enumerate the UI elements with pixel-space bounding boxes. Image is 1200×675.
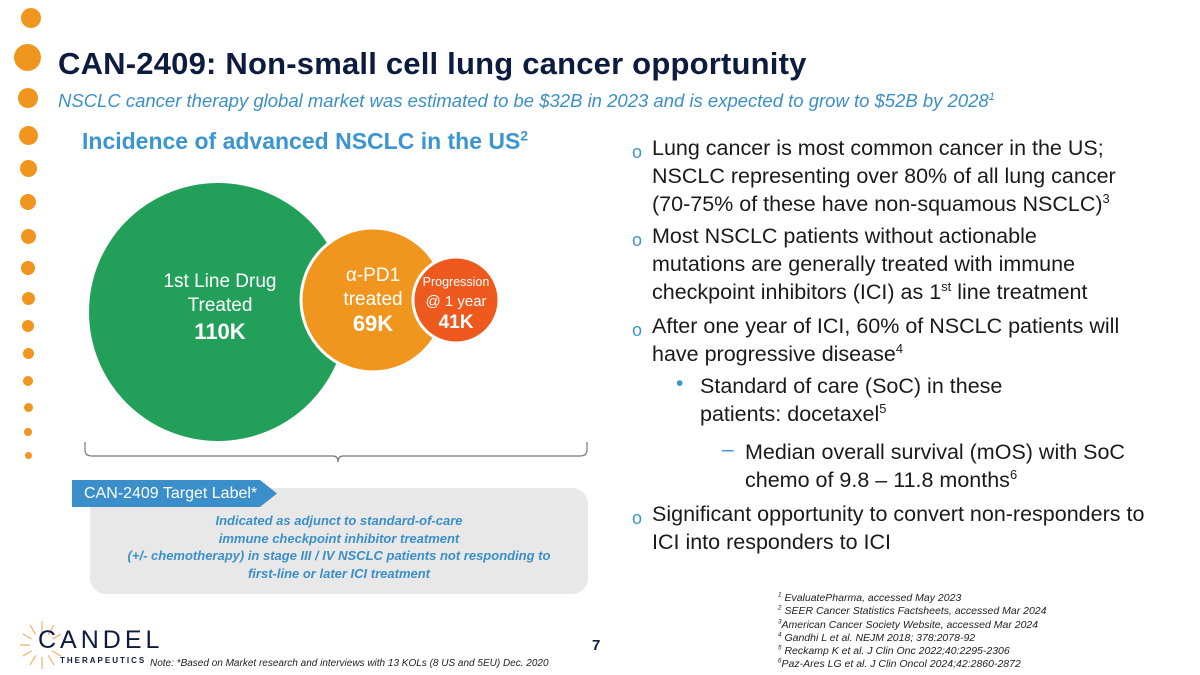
dot-icon <box>20 194 36 210</box>
sunburst-icon <box>20 621 62 669</box>
bullet-marker: o <box>632 142 643 162</box>
value: 69K <box>352 311 394 336</box>
bullet-text: Most NSCLC patients without actionable m… <box>652 224 1076 304</box>
dot-icon <box>18 88 38 108</box>
ref-number: 1 <box>778 591 782 599</box>
ref-number: 6 <box>778 657 782 665</box>
ref-number: 2 <box>778 604 782 612</box>
circle-first-line-label: 1st Line Drug Treated 110K <box>140 270 300 344</box>
brace <box>84 442 588 463</box>
subtitle-text: NSCLC cancer therapy global market was e… <box>58 90 989 111</box>
reference-item: 4 Gandhi L et al. NEJM 2018; 378:2078-92 <box>778 632 1046 645</box>
label-line: Treated <box>187 295 253 316</box>
ref-text: Reckamp K et al. J Clin Onc 2022;40:2295… <box>784 645 1010 658</box>
dot-icon <box>21 8 41 28</box>
dot-icon <box>21 261 35 275</box>
ref-text: Gandhi L et al. NEJM 2018; 378:2078-92 <box>784 631 976 644</box>
bullet-4: Significant opportunity to convert non-r… <box>652 500 1172 556</box>
dot-icon <box>21 229 36 244</box>
reference-item: 2 SEER Cancer Statistics Factsheets, acc… <box>778 605 1046 618</box>
dot-icon <box>19 126 38 145</box>
value: 110K <box>194 319 246 344</box>
bullet-text: Standard of care (SoC) in these patients… <box>700 374 1003 426</box>
ref-number: 4 <box>778 631 782 639</box>
footnote-ref: 4 <box>895 340 903 356</box>
label-line: @ 1 year <box>425 293 487 310</box>
ref-text: Paz-Ares LG et al. J Clin Oncol 2024;42:… <box>781 658 1021 671</box>
page-number: 7 <box>592 637 601 654</box>
ref-number: 3 <box>778 618 782 626</box>
dot-icon <box>22 292 35 305</box>
ref-text: SEER Cancer Statistics Factsheets, acces… <box>784 605 1047 618</box>
dot-icon <box>20 160 37 177</box>
text-line: first-line or later ICI treatment <box>247 565 431 581</box>
footnote-ref: 2 <box>520 128 529 144</box>
circle-first-line <box>89 183 347 441</box>
bullet-3: After one year of ICI, 60% of NSCLC pati… <box>652 312 1157 368</box>
bullet-marker: o <box>632 230 643 250</box>
superscript: st <box>941 278 952 294</box>
bullet-2: Most NSCLC patients without actionable m… <box>652 222 1122 306</box>
circle-progression-label: Progression @ 1 year 41K <box>416 274 496 333</box>
ref-text: American Cancer Society Website, accesse… <box>781 618 1039 631</box>
bullet-marker: o <box>632 508 643 528</box>
text-line: Indicated as adjunct to standard-of-care <box>215 513 463 528</box>
bullet-1: Lung cancer is most common cancer in the… <box>652 134 1157 218</box>
bullet-text: Lung cancer is most common cancer in the… <box>652 136 1116 216</box>
bullet-text: Median overall survival (mOS) with SoC c… <box>745 440 1125 492</box>
target-label-tag: CAN-2409 Target Label* <box>72 480 277 507</box>
circle-progression <box>411 255 501 345</box>
dot-icon <box>23 348 34 359</box>
reference-item: 5 Reckamp K et al. J Clin Onc 2022;40:22… <box>778 645 1046 658</box>
circle-apd1-label: α-PD1 treated 69K <box>320 264 426 336</box>
bullet-marker: • <box>676 372 684 395</box>
dot-icon <box>14 44 41 71</box>
logo-subtitle: THERAPEUTICS <box>60 656 147 665</box>
footnote-ref: 1 <box>988 90 995 103</box>
target-label-text: Indicated as adjunct to standard-of-care… <box>90 512 588 582</box>
page-title: CAN-2409: Non-small cell lung cancer opp… <box>58 46 807 81</box>
bullet-3a: Standard of care (SoC) in these patients… <box>700 372 1040 428</box>
value: 41K <box>438 312 474 333</box>
footnote-ref: 6 <box>1009 466 1018 482</box>
ref-text: EvaluatePharma, accessed May 2023 <box>784 592 962 604</box>
text-line: immune checkpoint inhibitor treatment <box>218 530 460 546</box>
bullet-3b: Median overall survival (mOS) with SoC c… <box>745 438 1155 494</box>
ref-number: 5 <box>778 644 782 652</box>
dot-icon <box>25 452 32 459</box>
label-line: α-PD1 <box>345 265 401 286</box>
bullet-text: line treatment <box>951 280 1088 304</box>
label-line: Progression <box>422 275 490 289</box>
references: 1 EvaluatePharma, accessed May 2023 2 SE… <box>778 592 1046 672</box>
incidence-circles <box>84 183 588 463</box>
dot-icon <box>23 376 33 386</box>
reference-item: 1 EvaluatePharma, accessed May 2023 <box>778 592 1046 605</box>
label-line: 1st Line Drug <box>163 271 277 292</box>
footnote-ref: 3 <box>1102 190 1110 206</box>
chart-title: Incidence of advanced NSCLC in the US2 <box>82 128 528 155</box>
dot-icon <box>24 403 33 412</box>
dot-icon <box>24 428 32 436</box>
dot-icon <box>22 320 34 332</box>
bullet-text: Significant opportunity to convert non-r… <box>652 502 1145 554</box>
label-line: treated <box>343 289 403 310</box>
reference-item: 6Paz-Ares LG et al. J Clin Oncol 2024;42… <box>778 658 1046 671</box>
bullet-marker: – <box>722 438 734 461</box>
page-subtitle: NSCLC cancer therapy global market was e… <box>58 90 995 112</box>
reference-item: 3American Cancer Society Website, access… <box>778 618 1046 632</box>
logo-name: CANDEL <box>38 626 164 654</box>
bullet-text: After one year of ICI, 60% of NSCLC pati… <box>652 314 1120 366</box>
text-line: (+/- chemotherapy) in stage III / IV NSC… <box>127 548 551 563</box>
bullet-marker: o <box>632 320 643 340</box>
footnote-note: Note: *Based on Market research and inte… <box>150 658 549 669</box>
chart-title-text: Incidence of advanced NSCLC in the US <box>82 128 521 154</box>
footnote-ref: 5 <box>879 400 887 416</box>
